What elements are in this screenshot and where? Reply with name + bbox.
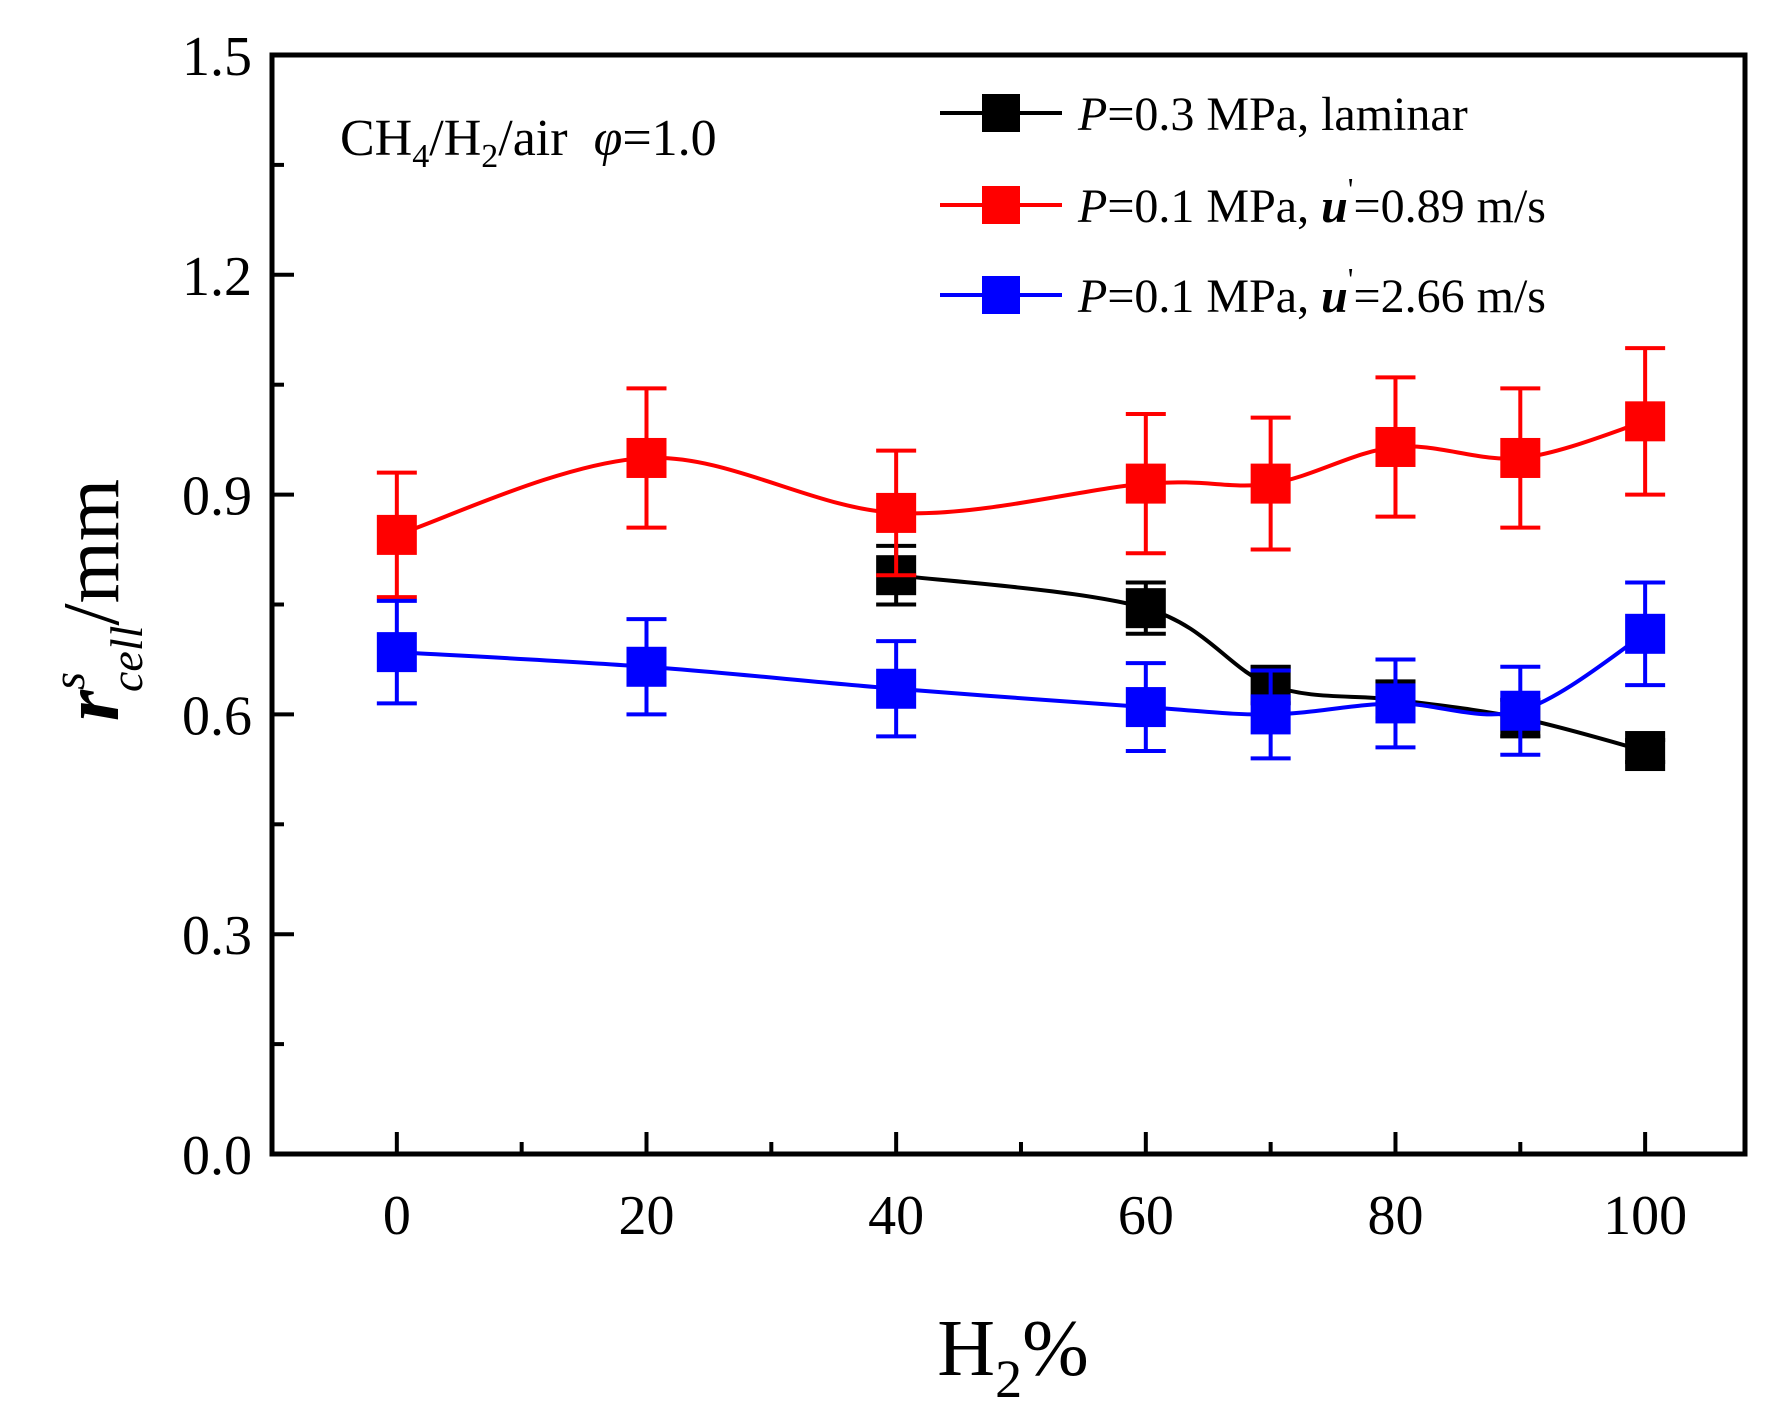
y-axis-title-group: rs cell/mm (43, 479, 152, 721)
series-0-point-5 (1625, 731, 1666, 772)
y-tick-label-1: 0.3 (182, 905, 252, 967)
series-1-point-7 (1625, 401, 1666, 442)
y-axis-title-main: r (48, 689, 136, 721)
legend-label-1: P=0.1 MPa, u'=0.89 m/s (1077, 171, 1546, 233)
series-1-point-5 (1375, 426, 1416, 467)
legend-marker-2 (982, 276, 1020, 314)
legend-label-1-uval: =0.89 m/s (1354, 180, 1546, 233)
series-2-point-2 (876, 668, 917, 709)
x-axis-title: H2% (937, 1305, 1088, 1409)
annotation-sub-b: 2 (481, 138, 498, 175)
legend-marker-0 (982, 94, 1020, 132)
x-axis: 0 20 40 60 80 100 (383, 1132, 1687, 1247)
series-2-point-1 (626, 646, 667, 687)
y-axis-title-suffix: /mm (48, 479, 136, 626)
x-axis-title-sub: 2 (995, 1349, 1022, 1409)
x-tick-label-20: 20 (618, 1185, 674, 1247)
y-tick-label-2: 0.6 (182, 685, 252, 747)
series-1-point-1 (626, 437, 667, 478)
x-axis-title-suffix: % (1022, 1305, 1089, 1393)
condition-annotation: CH4/H2/air φ=1.0 (340, 110, 717, 175)
legend-label-2: P=0.1 MPa, u'=2.66 m/s (1077, 261, 1546, 323)
series-1 (376, 346, 1666, 600)
y-tick-label-4: 1.2 (182, 246, 252, 308)
series-2 (376, 580, 1666, 761)
annotation-species-b: H (444, 110, 482, 167)
legend-label-1-part-0: P (1077, 180, 1107, 233)
annotation-sep: / (429, 110, 444, 167)
series-1-point-0 (376, 514, 417, 555)
series-0-point-1 (1125, 588, 1166, 629)
annotation-sub-a: 4 (412, 138, 429, 175)
legend-label-1-part-2: u (1321, 180, 1348, 233)
y-axis-title-sup: s (43, 672, 94, 690)
series-1-point-4 (1250, 463, 1291, 504)
y-tick-label-5: 1.5 (182, 26, 252, 88)
legend-marker-1 (982, 186, 1020, 224)
x-tick-label-100: 100 (1603, 1185, 1687, 1247)
legend-label-2-prime: ' (1348, 261, 1354, 297)
legend-label-0: P=0.3 MPa, laminar (1077, 88, 1468, 141)
legend-label-2-part-2: u (1321, 270, 1348, 323)
y-axis-title: rs cell/mm (43, 479, 152, 721)
y-tick-label-0: 0.0 (182, 1125, 252, 1187)
series-2-point-5 (1375, 683, 1416, 724)
x-tick-label-40: 40 (868, 1185, 924, 1247)
series-layer (376, 346, 1666, 772)
y-tick-label-3: 0.9 (182, 466, 252, 528)
x-axis-title-main: H (937, 1305, 995, 1393)
series-1-point-6 (1500, 437, 1541, 478)
series-2-line (396, 632, 1647, 717)
series-1-point-3 (1125, 463, 1166, 504)
series-1-point-2 (876, 492, 917, 533)
x-tick-label-0: 0 (383, 1185, 411, 1247)
series-2-point-3 (1125, 687, 1166, 728)
series-2-point-4 (1250, 694, 1291, 735)
series-2-point-6 (1500, 690, 1541, 731)
legend-label-1-prime: ' (1348, 171, 1354, 207)
series-2-point-0 (376, 632, 417, 673)
annotation-phi-value: =1.0 (622, 110, 716, 167)
y-axis: 0.0 0.3 0.6 0.9 1.2 1.5 (182, 26, 294, 1187)
legend-label-0-part-0: P (1077, 88, 1107, 141)
series-2-point-7 (1625, 613, 1666, 654)
legend-label-1-part-1: =0.1 MPa, (1107, 180, 1321, 233)
series-1-line (396, 419, 1646, 537)
x-tick-label-80: 80 (1367, 1185, 1423, 1247)
y-axis-title-sub: cell (101, 626, 152, 692)
annotation-phi: φ (594, 110, 623, 167)
legend-label-2-part-0: P (1077, 270, 1107, 323)
legend-label-2-part-1: =0.1 MPa, (1107, 270, 1321, 323)
x-tick-label-60: 60 (1118, 1185, 1174, 1247)
annotation-rest: /air (498, 110, 567, 167)
legend-label-2-uval: =2.66 m/s (1354, 270, 1546, 323)
annotation-species-a: CH (340, 110, 412, 167)
legend-label-0-part-1: =0.3 MPa, laminar (1107, 88, 1467, 141)
